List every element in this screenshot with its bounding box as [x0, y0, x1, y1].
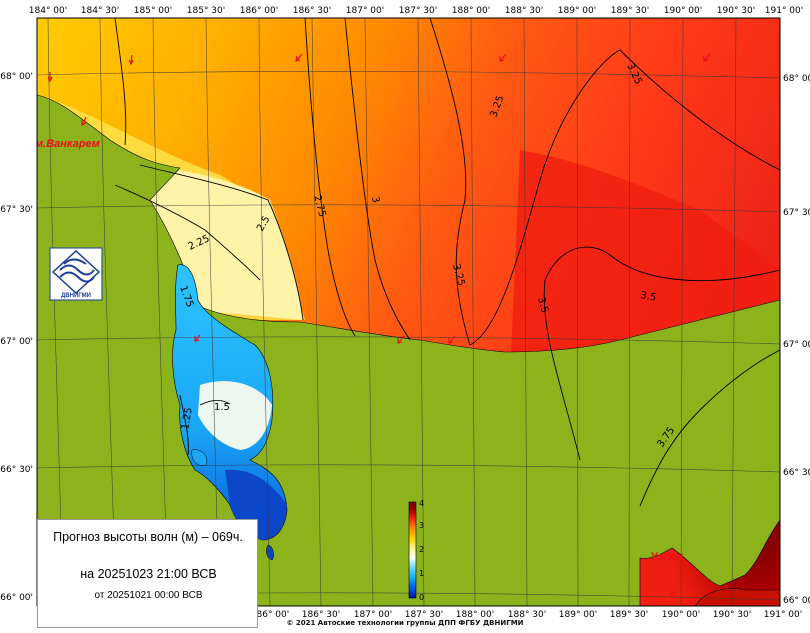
- lat-tick: 66° 00': [0, 593, 33, 603]
- place-label-uelen: Уэлен: [650, 551, 683, 563]
- forecast-valid-time: на 20251023 21:00 ВСВ: [80, 567, 217, 581]
- lon-tick: 187° 00': [354, 610, 392, 620]
- lat-tick: 68° 00': [783, 74, 810, 84]
- lat-tick: 67° 00': [783, 340, 810, 350]
- colorbar: 0 1 2 3 4: [408, 499, 424, 602]
- lon-tick: 188° 30': [505, 6, 543, 16]
- latitude-ticks-right: 68° 00' 67° 30' 67° 00' 66° 30' 66° 00': [783, 74, 810, 606]
- colorbar-label: 0: [419, 593, 424, 602]
- lat-tick: 67° 30': [0, 205, 33, 215]
- lat-tick: 67° 00': [0, 337, 33, 347]
- copyright-footer: © 2021 Автоские технологии группы ДПП ФГ…: [286, 619, 524, 627]
- lat-tick: 68° 00': [0, 72, 33, 82]
- lon-tick: 187° 30': [399, 6, 437, 16]
- lon-tick: 190° 30': [717, 6, 755, 16]
- latitude-ticks-left: 68° 00' 67° 30' 67° 00' 66° 30' 66° 00': [0, 72, 33, 603]
- lon-tick: 190° 00': [664, 6, 702, 16]
- isoline-label: 3.5: [639, 290, 657, 304]
- colorbar-label: 2: [419, 545, 424, 554]
- lat-tick: 67° 30': [783, 208, 810, 218]
- place-label-vankarem: м.Ванкарем: [35, 138, 100, 150]
- island: [191, 449, 208, 466]
- lon-tick: 188° 00': [452, 6, 490, 16]
- forecast-issue-time: от 20251021 00:00 ВСВ: [94, 590, 203, 601]
- isoline-label: 1.25: [180, 407, 195, 431]
- forecast-title: Прогноз высоты волн (м) – 069ч.: [53, 530, 243, 544]
- colorbar-label: 1: [419, 569, 424, 578]
- lon-tick: 184° 00': [29, 6, 67, 16]
- lon-tick: 189° 30': [611, 6, 649, 16]
- colorbar-label: 4: [419, 499, 424, 508]
- lon-tick: 186° 30': [302, 610, 340, 620]
- map-frame: [36, 17, 781, 607]
- island: [266, 544, 274, 561]
- isoline-label: 3: [369, 196, 381, 204]
- lagoon-calm-zone: [198, 381, 272, 450]
- lon-tick: 187° 30': [405, 610, 443, 620]
- lon-tick: 186° 00': [240, 6, 278, 16]
- logo-text: ДВНИГМИ: [61, 293, 91, 299]
- lon-tick: 187° 00': [346, 6, 384, 16]
- colorbar-label: 3: [419, 521, 424, 530]
- wave-direction-arrows: [47, 53, 711, 598]
- isoline-label: 1.5: [214, 402, 230, 413]
- uelen-sea: [694, 588, 780, 606]
- lon-tick: 190° 00': [662, 610, 700, 620]
- lat-tick: 66° 30': [783, 468, 810, 478]
- lat-tick: 66° 00': [783, 596, 810, 606]
- lon-tick: 186° 30': [293, 6, 331, 16]
- lon-tick: 190° 30': [713, 610, 751, 620]
- lon-tick: 191° 00': [765, 6, 803, 16]
- longitude-ticks-top: 184° 00' 184° 30' 185° 00' 185° 30' 186°…: [29, 6, 803, 16]
- lon-tick: 186° 00': [251, 610, 289, 620]
- lightest-wave-zone: [140, 165, 303, 320]
- forecast-info-box: Прогноз высоты волн (м) – 069ч. на 20251…: [37, 519, 258, 628]
- isolines: [114, 18, 780, 507]
- colorbar-scale: [408, 501, 417, 599]
- dvnigmi-logo: ДВНИГМИ: [49, 247, 103, 301]
- lon-tick: 185° 30': [187, 6, 225, 16]
- lat-tick: 66° 30': [0, 465, 33, 475]
- lon-tick: 189° 00': [558, 6, 596, 16]
- lon-tick: 191° 00': [764, 610, 802, 620]
- lon-tick: 189° 00': [559, 610, 597, 620]
- lon-tick: 189° 30': [610, 610, 648, 620]
- lon-tick: 185° 00': [134, 6, 172, 16]
- lon-tick: 188° 30': [508, 610, 546, 620]
- isoline-label: 3.5: [535, 296, 550, 314]
- lon-tick: 184° 30': [81, 6, 119, 16]
- lon-tick: 188° 00': [456, 610, 494, 620]
